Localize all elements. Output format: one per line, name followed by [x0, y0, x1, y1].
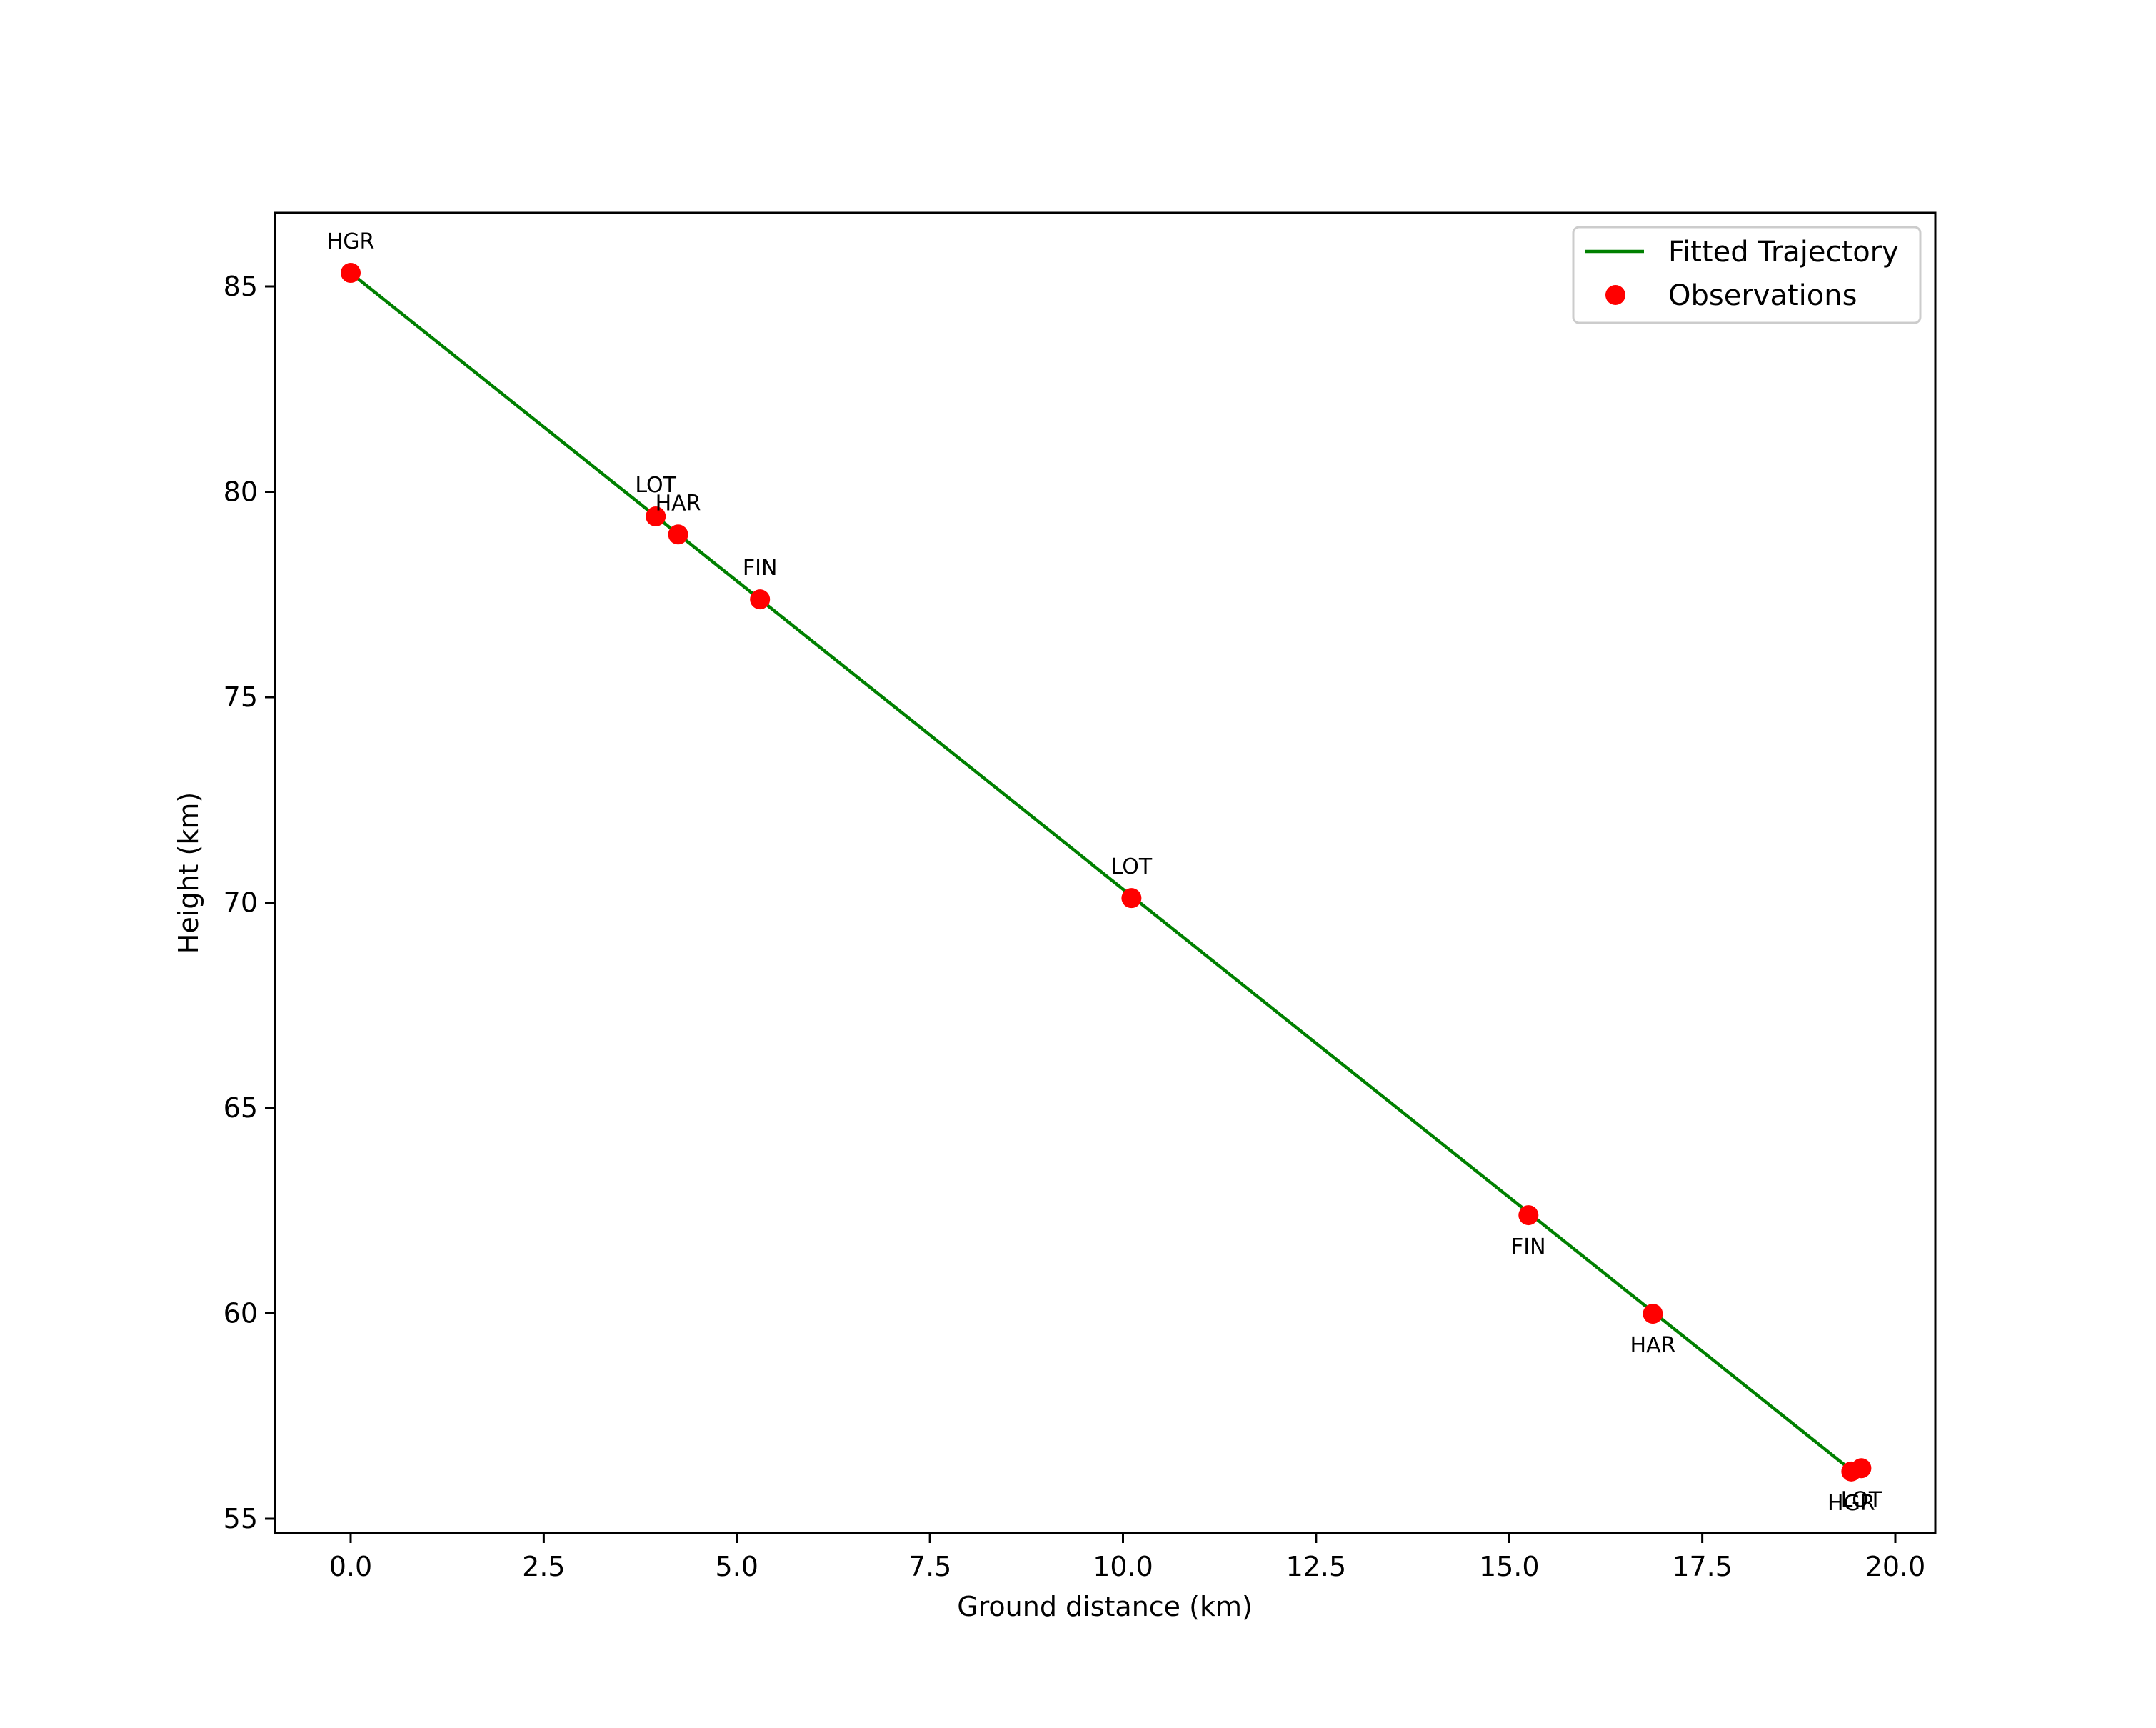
- x-tick-label: 2.5: [522, 1551, 565, 1582]
- x-tick-label: 15.0: [1479, 1551, 1540, 1582]
- observation-label: LOT: [1841, 1487, 1882, 1512]
- y-axis-label: Height (km): [173, 792, 204, 954]
- axes-frame: [274, 211, 1937, 1534]
- legend-marker-swatch-icon: [1605, 285, 1625, 305]
- observation-point: [341, 263, 361, 284]
- legend-item-fitted-trajectory: Fitted Trajectory: [1668, 236, 1899, 269]
- x-tick-label: 10.0: [1093, 1551, 1153, 1582]
- x-tick-label: 7.5: [908, 1551, 951, 1582]
- y-axis: 55 60 65 70 75 80 85: [224, 271, 275, 1534]
- observation-label: LOT: [1111, 854, 1153, 879]
- x-axis: 0.0 2.5 5.0 7.5 10.0 12.5 15.0 17.5 20.0: [329, 1533, 1926, 1582]
- x-axis-label: Ground distance (km): [957, 1591, 1253, 1622]
- x-tick-label: 12.5: [1286, 1551, 1347, 1582]
- observation-label: HAR: [1630, 1333, 1675, 1358]
- y-tick-label: 70: [224, 887, 258, 919]
- y-tick-label: 55: [224, 1503, 258, 1534]
- x-tick-label: 17.5: [1672, 1551, 1733, 1582]
- x-tick-label: 5.0: [716, 1551, 758, 1582]
- observation-label: HGR: [1827, 1491, 1875, 1516]
- x-tick-label: 0.0: [329, 1551, 372, 1582]
- observation-point: [646, 506, 666, 526]
- observation-point: [668, 524, 688, 545]
- fitted-trajectory-line: [349, 271, 1847, 1467]
- observation-label: LOT: [635, 473, 676, 498]
- observation-point: [750, 589, 771, 610]
- observation-label: FIN: [1511, 1234, 1546, 1259]
- y-tick-label: 75: [224, 681, 258, 713]
- y-tick-label: 60: [224, 1298, 258, 1329]
- observation-point: [1851, 1458, 1872, 1479]
- legend-item-observations: Observations: [1668, 279, 1857, 312]
- observation-label: HGR: [327, 229, 375, 254]
- legend-box: [1572, 226, 1922, 324]
- observation-point: [1121, 888, 1142, 909]
- observation-point: [1518, 1205, 1539, 1226]
- y-tick-label: 80: [224, 476, 258, 508]
- observation-point: [1643, 1304, 1663, 1324]
- legend: Fitted Trajectory Observations: [1572, 226, 1922, 324]
- observation-label: FIN: [743, 556, 778, 581]
- y-tick-label: 85: [224, 271, 258, 302]
- x-tick-label: 20.0: [1865, 1551, 1926, 1582]
- observation-label: HAR: [656, 491, 701, 516]
- y-tick-label: 65: [224, 1092, 258, 1124]
